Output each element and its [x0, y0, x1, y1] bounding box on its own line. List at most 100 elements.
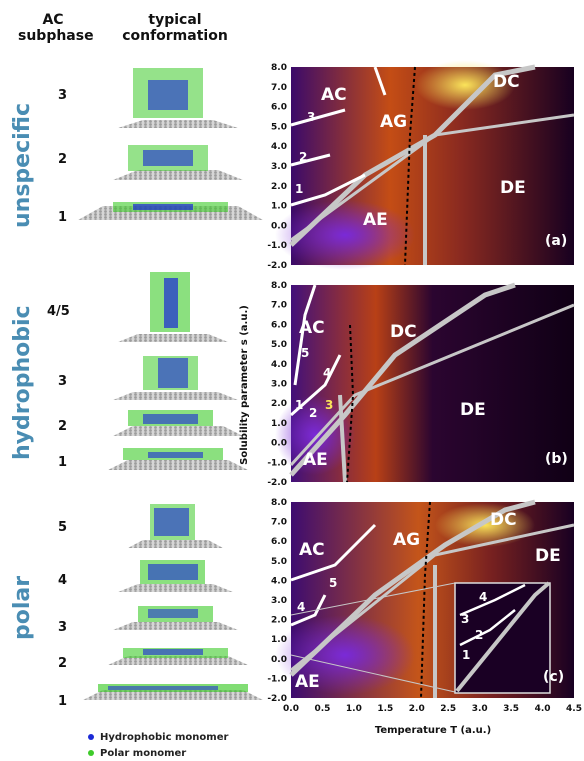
y-tick-label: -2.0 [267, 694, 287, 704]
y-tick-label: 7.0 [271, 83, 287, 93]
y-tick-label: -2.0 [267, 261, 287, 271]
region-label: 5 [301, 346, 309, 360]
x-tick-label: 3.5 [503, 704, 519, 714]
y-tick-label: -2.0 [267, 478, 287, 488]
inset-label: 1 [462, 648, 470, 662]
x-tick-label: 4.5 [566, 704, 582, 714]
region-label: 1 [295, 182, 303, 196]
conformation-hydrophobic-2 [113, 410, 243, 436]
legend-polar: Polar monomer [88, 748, 186, 759]
region-label: DE [460, 400, 486, 420]
y-tick-label: 8.0 [271, 63, 287, 73]
inset-label: 4 [479, 590, 487, 604]
y-tick-label: -1.0 [267, 241, 287, 251]
region-label: 5 [329, 576, 337, 590]
region-label: DC [490, 510, 517, 530]
y-tick-label: -1.0 [267, 458, 287, 468]
region-label: AC [321, 85, 347, 105]
region-label: AE [303, 450, 328, 470]
hydrophobic-dot-icon [88, 734, 94, 740]
surface-label-polar: polar [10, 575, 35, 641]
subphase-number: 2 [58, 419, 68, 434]
legend-polar-label: Polar monomer [100, 748, 187, 759]
x-axis-label: Temperature T (a.u.) [375, 725, 491, 736]
x-tick-label: 0.5 [314, 704, 330, 714]
x-tick-label: 2.5 [440, 704, 456, 714]
subphase-header: AC subphase [18, 12, 94, 44]
region-label: DE [500, 178, 526, 198]
subphase-number: 1 [58, 694, 68, 709]
conformation-polar-5 [128, 504, 223, 548]
y-tick-label: 8.0 [271, 498, 287, 508]
region-label: 2 [299, 150, 307, 164]
x-tick-label: 0.0 [283, 704, 299, 714]
y-tick-label: 1.0 [271, 635, 287, 645]
subphase-number: 5 [58, 520, 68, 535]
panel-b: AC DC DE AE 5 4 1 2 3 (b) [275, 282, 575, 483]
subphase-header-line2: subphase [18, 28, 94, 44]
conformation-header-line1: typical [148, 12, 202, 28]
conformation-hydrophobic-4-5 [118, 272, 228, 342]
y-tick-label: 7.0 [271, 518, 287, 528]
inset-label: 3 [461, 612, 469, 626]
y-tick-label: 3.0 [271, 596, 287, 606]
conformation-header-line2: conformation [122, 28, 228, 44]
x-tick-label: 3.0 [472, 704, 488, 714]
region-label: DC [390, 322, 417, 342]
legend-hydrophobic: Hydrophobic monomer [88, 732, 228, 743]
y-tick-label: 5.0 [271, 122, 287, 132]
y-tick-label: 0.0 [271, 221, 287, 231]
region-label: AE [295, 672, 320, 692]
surface-label-unspecific: unspecific [10, 102, 35, 228]
region-label: AE [363, 210, 388, 230]
inset-label: 2 [475, 628, 483, 642]
y-tick-label: 5.0 [271, 340, 287, 350]
region-label: 3 [325, 398, 333, 412]
conformation-polar-3 [113, 606, 238, 630]
conformation-hydrophobic-1 [108, 448, 248, 470]
panel-tag: (b) [545, 451, 568, 467]
subphase-number: 1 [58, 455, 68, 470]
region-label: AC [299, 318, 325, 338]
y-tick-label: 6.0 [271, 320, 287, 330]
conformation-polar-4 [118, 560, 233, 592]
y-tick-label: 2.0 [271, 616, 287, 626]
x-tick-labels: 0.0 0.5 1.0 1.5 2.0 2.5 3.0 3.5 4.0 4.5 [283, 704, 582, 714]
conformation-polar-1 [83, 684, 263, 700]
subphase-number: 2 [58, 152, 68, 167]
y-tick-label: 0.0 [271, 439, 287, 449]
surface-label-hydrophobic: hydrophobic [10, 305, 35, 460]
y-tick-label: 0.0 [271, 655, 287, 665]
region-label: AC [299, 540, 325, 560]
region-label: 1 [295, 398, 303, 412]
subphase-number: 4/5 [47, 304, 70, 319]
y-tick-label: 2.0 [271, 399, 287, 409]
y-tick-label: 2.0 [271, 182, 287, 192]
legend-hydrophobic-label: Hydrophobic monomer [100, 732, 229, 743]
y-tick-label: 4.0 [271, 142, 287, 152]
subphase-number: 3 [58, 374, 68, 389]
y-tick-label: 8.0 [271, 281, 287, 291]
region-label: 4 [323, 366, 331, 380]
subphase-number: 3 [58, 620, 68, 635]
y-tick-label: 5.0 [271, 557, 287, 567]
x-tick-label: 1.5 [377, 704, 393, 714]
y-tick-label: 1.0 [271, 202, 287, 212]
conformation-polar-2 [108, 648, 248, 665]
region-label: AG [393, 530, 420, 550]
region-label: 4 [297, 600, 305, 614]
region-label: AG [380, 112, 407, 132]
subphase-header-line1: AC [42, 12, 64, 28]
y-tick-label: 7.0 [271, 301, 287, 311]
phase-diagrams: AC AG DC DE AE 3 2 1 (a) AC DC DE AE 5 4… [239, 60, 582, 736]
y-tick-label: 6.0 [271, 103, 287, 113]
y-tick-label: -1.0 [267, 674, 287, 684]
region-label: 2 [309, 406, 317, 420]
y-tick-labels: 8.0 7.0 6.0 5.0 4.0 3.0 2.0 1.0 0.0 -1.0 -2.0 8.0 7.… [267, 63, 287, 704]
conformation-unspecific-2 [113, 145, 243, 180]
subphase-number: 2 [58, 656, 68, 671]
x-tick-label: 2.0 [409, 704, 425, 714]
panel-tag: (a) [545, 233, 567, 249]
panel-c: AC AG DC DE AE 5 4 4 3 2 1 (c) [275, 499, 575, 699]
y-tick-label: 3.0 [271, 162, 287, 172]
